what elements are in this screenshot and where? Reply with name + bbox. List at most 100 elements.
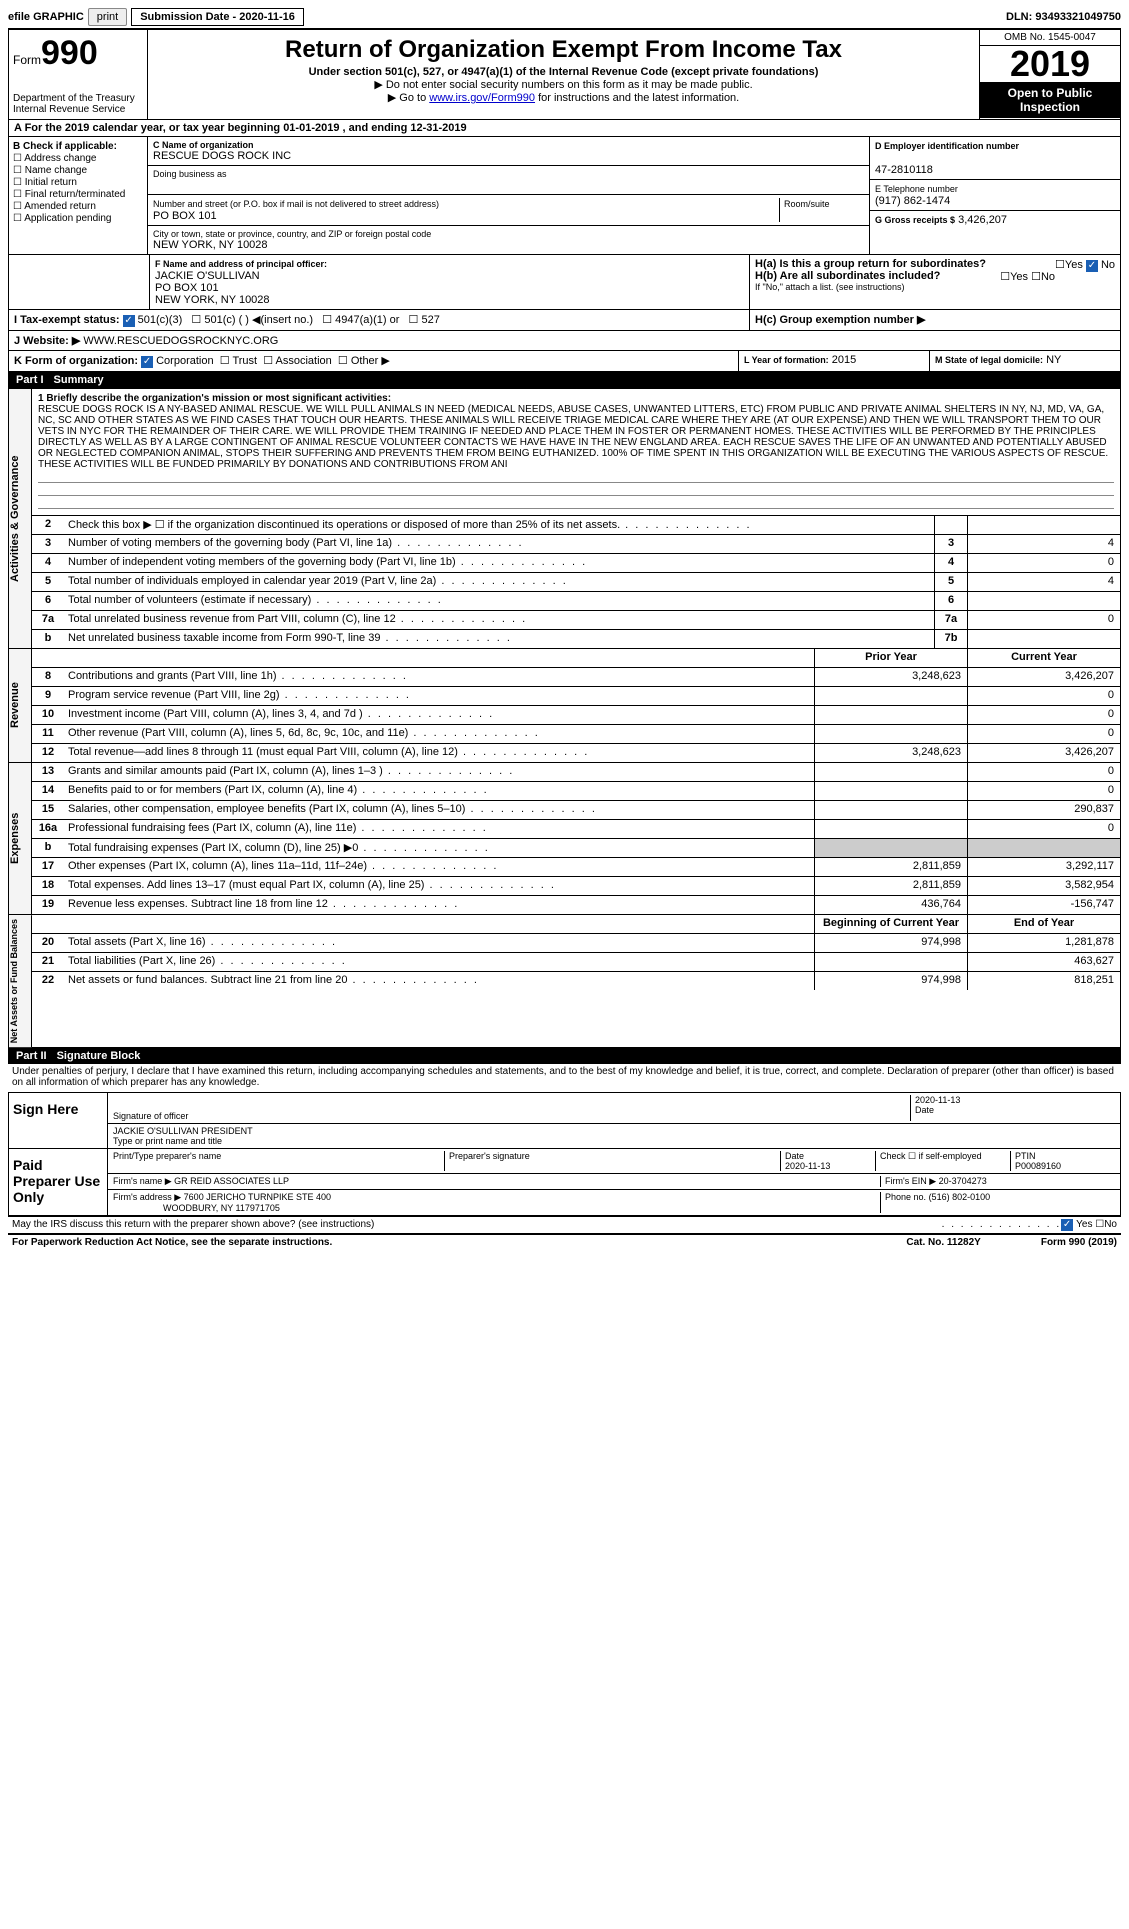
current-year-header: Current Year [967, 649, 1120, 667]
form-title: Return of Organization Exempt From Incom… [152, 36, 975, 64]
tax-year: 2019 [980, 46, 1120, 82]
firm-phone: (516) 802-0100 [929, 1192, 991, 1202]
g-label: G Gross receipts $ [875, 215, 955, 225]
sig-block: Sign Here Signature of officer 2020-11-1… [8, 1092, 1121, 1216]
check-icon: ✓ [141, 356, 153, 368]
check-icon: ✓ [1086, 260, 1098, 272]
line-row: 22 Net assets or fund balances. Subtract… [32, 972, 1120, 990]
section-a: A For the 2019 calendar year, or tax yea… [8, 120, 1121, 137]
firm-addr-label: Firm's address ▶ [113, 1192, 181, 1202]
firm-name-label: Firm's name ▶ [113, 1176, 172, 1186]
line-row: 10 Investment income (Part VIII, column … [32, 706, 1120, 725]
line-row: 17 Other expenses (Part IX, column (A), … [32, 858, 1120, 877]
line-row: 4 Number of independent voting members o… [32, 554, 1120, 573]
prep-name-label: Print/Type preparer's name [113, 1151, 444, 1171]
vtab-revenue: Revenue [9, 649, 32, 762]
dba-label: Doing business as [153, 169, 864, 179]
room-label: Room/suite [784, 199, 830, 209]
chk-address[interactable]: ☐ Address change [13, 153, 143, 164]
check-icon: ✓ [1061, 1219, 1073, 1231]
i-label: I Tax-exempt status: [14, 314, 120, 326]
line-row: 9 Program service revenue (Part VIII, li… [32, 687, 1120, 706]
m-label: M State of legal domicile: [935, 355, 1043, 365]
col-b: B Check if applicable: ☐ Address change … [9, 137, 148, 254]
officer-addr2: NEW YORK, NY 10028 [155, 294, 270, 306]
h-note: If "No," attach a list. (see instruction… [755, 282, 1115, 292]
chk-initial[interactable]: ☐ Initial return [13, 177, 143, 188]
firm-ein-label: Firm's EIN ▶ [885, 1176, 936, 1186]
header-right: OMB No. 1545-0047 2019 Open to Public In… [979, 30, 1120, 119]
dln-label: DLN: 93493321049750 [1006, 11, 1121, 23]
line-row: 16a Professional fundraising fees (Part … [32, 820, 1120, 839]
col-d: D Employer identification number 47-2810… [869, 137, 1120, 254]
line-row: b Net unrelated business taxable income … [32, 630, 1120, 648]
line-row: 11 Other revenue (Part VIII, column (A),… [32, 725, 1120, 744]
footer-mid: Cat. No. 11282Y [906, 1237, 980, 1248]
part1-header: Part I Summary [8, 372, 1121, 388]
row-fh: F Name and address of principal officer:… [8, 255, 1121, 310]
firm-name: GR REID ASSOCIATES LLP [174, 1176, 289, 1186]
form-prefix: Form [13, 53, 41, 67]
sig-officer-label: Signature of officer [113, 1111, 188, 1121]
form-number: 990 [41, 34, 98, 72]
line-row: b Total fundraising expenses (Part IX, c… [32, 839, 1120, 858]
phone-label: Phone no. [885, 1192, 926, 1202]
footer: For Paperwork Reduction Act Notice, see … [8, 1233, 1121, 1250]
hc-label: H(c) Group exemption number ▶ [755, 314, 925, 326]
header-mid: Return of Organization Exempt From Incom… [148, 30, 979, 119]
prior-year-header: Prior Year [814, 649, 967, 667]
net-body: Net Assets or Fund Balances Beginning of… [8, 915, 1121, 1048]
prep-date: 2020-11-13 [785, 1161, 830, 1171]
chk-name[interactable]: ☐ Name change [13, 165, 143, 176]
org-city: NEW YORK, NY 10028 [153, 239, 864, 251]
org-address: PO BOX 101 [153, 210, 217, 222]
year-formation: 2015 [832, 354, 856, 366]
line-row: 5 Total number of individuals employed i… [32, 573, 1120, 592]
sign-here-label: Sign Here [9, 1093, 108, 1148]
print-button[interactable]: print [88, 8, 127, 26]
e-label: E Telephone number [875, 184, 958, 194]
firm-addr2: WOODBURY, NY 117971705 [163, 1203, 280, 1213]
begin-year-header: Beginning of Current Year [814, 915, 967, 933]
addr-label: Number and street (or P.O. box if mail i… [153, 199, 439, 209]
vtab-activities: Activities & Governance [9, 389, 32, 648]
line-row: 3 Number of voting members of the govern… [32, 535, 1120, 554]
line-row: 18 Total expenses. Add lines 13–17 (must… [32, 877, 1120, 896]
line-row: 15 Salaries, other compensation, employe… [32, 801, 1120, 820]
col-c: C Name of organization RESCUE DOGS ROCK … [148, 137, 869, 254]
dept-irs: Internal Revenue Service [13, 104, 143, 115]
line-row: 6 Total number of volunteers (estimate i… [32, 592, 1120, 611]
irs-link[interactable]: www.irs.gov/Form990 [429, 92, 535, 104]
line-row: 7a Total unrelated business revenue from… [32, 611, 1120, 630]
note-goto: ▶ Go to www.irs.gov/Form990 for instruct… [152, 91, 975, 104]
line-row: 20 Total assets (Part X, line 16) 974,99… [32, 934, 1120, 953]
sig-declaration: Under penalties of perjury, I declare th… [8, 1064, 1121, 1090]
ein: 47-2810118 [875, 164, 933, 176]
top-bar: efile GRAPHIC print Submission Date - 20… [8, 8, 1121, 30]
discuss-row: May the IRS discuss this return with the… [8, 1216, 1121, 1233]
city-label: City or town, state or province, country… [153, 229, 864, 239]
d-label: D Employer identification number [875, 141, 1019, 151]
line-row: 2 Check this box ▶ ☐ if the organization… [32, 516, 1120, 535]
chk-amended[interactable]: ☐ Amended return [13, 201, 143, 212]
chk-final[interactable]: ☐ Final return/terminated [13, 189, 143, 200]
summary-body: Activities & Governance 1 Briefly descri… [8, 388, 1121, 649]
vtab-net: Net Assets or Fund Balances [9, 915, 32, 1047]
line-row: 8 Contributions and grants (Part VIII, l… [32, 668, 1120, 687]
form-header: Form990 Department of the Treasury Inter… [8, 30, 1121, 120]
paid-prep-label: Paid Preparer Use Only [9, 1149, 108, 1215]
submission-date: Submission Date - 2020-11-16 [131, 8, 304, 26]
chk-app[interactable]: ☐ Application pending [13, 213, 143, 224]
info-grid: B Check if applicable: ☐ Address change … [8, 137, 1121, 255]
sig-date: 2020-11-13 [915, 1095, 960, 1105]
hb-label: H(b) Are all subordinates included? [755, 270, 940, 282]
f-label: F Name and address of principal officer: [155, 259, 327, 269]
c-name-label: C Name of organization [153, 140, 864, 150]
org-name: RESCUE DOGS ROCK INC [153, 150, 864, 162]
officer-sig-name: JACKIE O'SULLIVAN PRESIDENT [113, 1126, 1115, 1136]
dept-treasury: Department of the Treasury [13, 93, 143, 104]
date-label2: Date [785, 1151, 804, 1161]
row-j: J Website: ▶ WWW.RESCUEDOGSROCKNYC.ORG [8, 331, 1121, 351]
type-label: Type or print name and title [113, 1136, 1115, 1146]
mission-label: 1 Briefly describe the organization's mi… [38, 393, 1114, 404]
